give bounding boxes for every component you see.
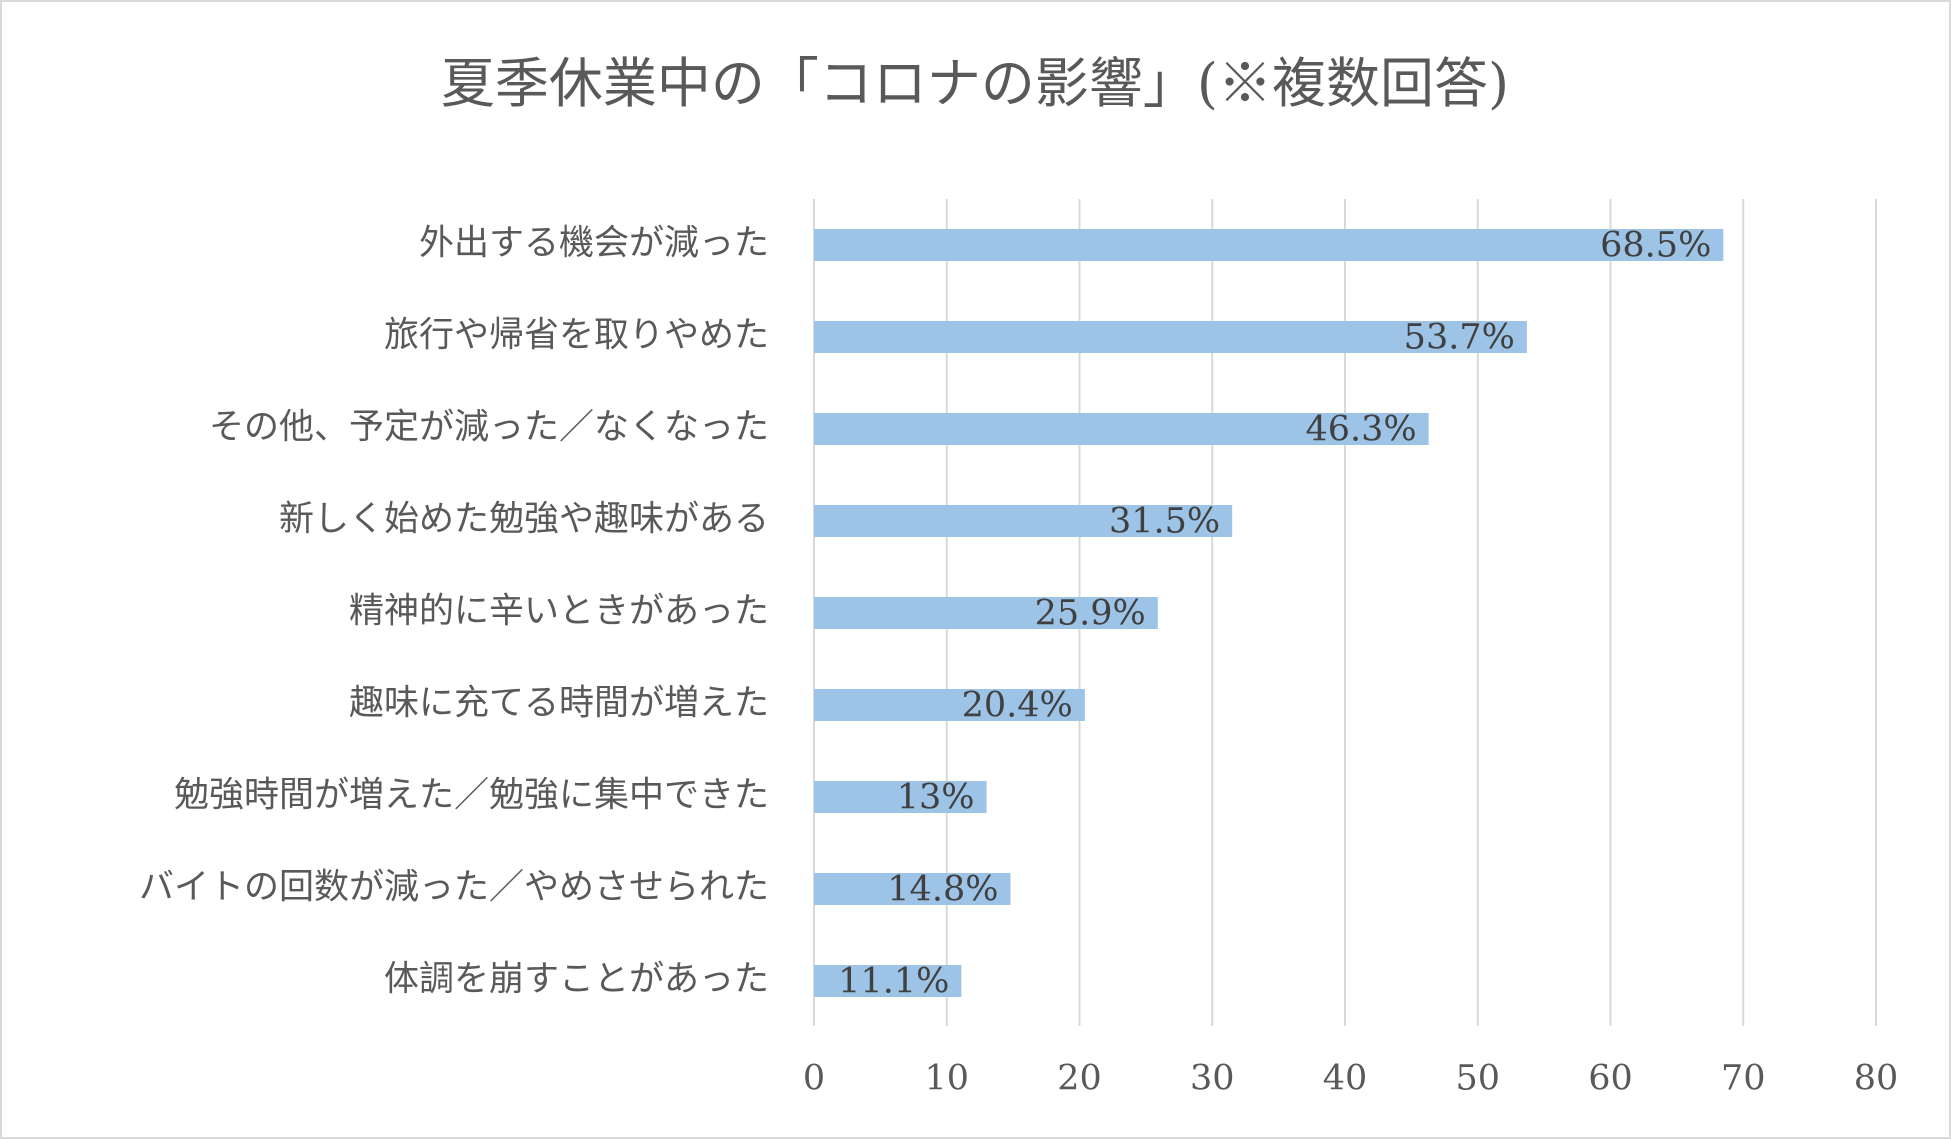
data-label: 25.9% bbox=[1035, 594, 1146, 634]
y-tick-label: 体調を崩すことがあった bbox=[384, 960, 769, 1000]
x-tick-label: 0 bbox=[803, 1059, 825, 1099]
data-label: 13% bbox=[897, 778, 975, 818]
y-tick-label: 新しく始めた勉強や趣味がある bbox=[279, 500, 769, 540]
x-tick-label: 70 bbox=[1721, 1059, 1766, 1099]
bar bbox=[814, 229, 1724, 261]
data-label: 31.5% bbox=[1109, 502, 1220, 542]
x-tick-label: 10 bbox=[924, 1059, 969, 1099]
data-label: 11.1% bbox=[838, 962, 949, 1002]
bar bbox=[814, 965, 962, 997]
y-tick-label: 旅行や帰省を取りやめた bbox=[384, 316, 769, 356]
x-tick-label: 80 bbox=[1854, 1059, 1899, 1099]
x-tick-label: 20 bbox=[1057, 1059, 1102, 1099]
data-label: 46.3% bbox=[1305, 410, 1416, 450]
chart-title: 夏季休業中の「コロナの影響」(※複数回答) bbox=[441, 52, 1509, 115]
bar bbox=[814, 321, 1527, 353]
y-tick-label: 精神的に辛いときがあった bbox=[349, 592, 769, 632]
bar bbox=[814, 873, 1011, 905]
y-tick-label: 勉強時間が増えた／勉強に集中できた bbox=[174, 776, 769, 816]
bar bbox=[814, 505, 1233, 537]
bar bbox=[814, 689, 1085, 721]
data-label: 53.7% bbox=[1404, 318, 1515, 358]
bar bbox=[814, 781, 987, 813]
data-label: 14.8% bbox=[887, 870, 998, 910]
y-tick-label: 趣味に充てる時間が増えた bbox=[349, 684, 769, 724]
x-tick-label: 50 bbox=[1455, 1059, 1500, 1099]
x-tick-label: 40 bbox=[1323, 1059, 1368, 1099]
bar bbox=[814, 597, 1158, 629]
y-tick-label: 外出する機会が減った bbox=[419, 224, 769, 264]
data-label: 20.4% bbox=[962, 686, 1073, 726]
y-tick-label: その他、予定が減った／なくなった bbox=[209, 408, 769, 448]
x-tick-label: 60 bbox=[1588, 1059, 1633, 1099]
data-label: 68.5% bbox=[1600, 226, 1711, 266]
y-tick-label: バイトの回数が減った／やめさせられた bbox=[139, 868, 769, 908]
x-tick-label: 30 bbox=[1190, 1059, 1235, 1099]
bar bbox=[814, 413, 1429, 445]
